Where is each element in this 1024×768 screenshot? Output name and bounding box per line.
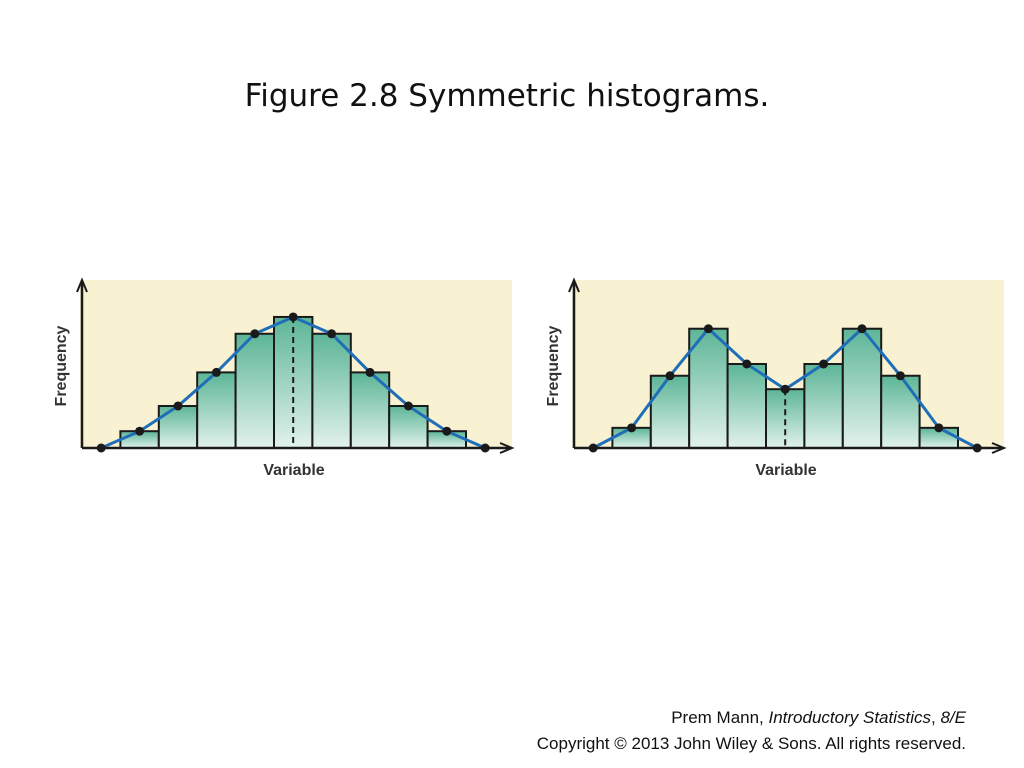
polygon-point <box>780 384 790 394</box>
polygon-point <box>742 359 752 369</box>
footer: Prem Mann, Introductory Statistics, 8/E … <box>537 705 966 757</box>
polygon-point <box>703 324 713 334</box>
polygon-point <box>819 359 829 369</box>
bar <box>803 363 844 449</box>
polygon-point <box>442 426 452 436</box>
polygon-point <box>665 371 675 381</box>
citation: Prem Mann, Introductory Statistics, 8/E <box>537 705 966 731</box>
polygon-point <box>211 367 221 377</box>
slide-title: Figure 2.8 Symmetric histograms. <box>244 78 770 114</box>
polygon-point <box>250 329 260 339</box>
y-axis-label: Frequency <box>545 325 562 406</box>
edition: 8/E <box>940 708 966 727</box>
bar <box>649 374 691 450</box>
polygon-point <box>857 324 867 334</box>
bar <box>765 388 806 450</box>
polygon-point <box>327 329 337 339</box>
bar <box>157 405 199 449</box>
bar <box>234 332 276 450</box>
polygon-point <box>135 426 145 436</box>
book: Introductory Statistics <box>768 708 932 727</box>
y-arrow <box>76 277 88 293</box>
bar <box>688 327 729 449</box>
polygon-point <box>288 312 298 322</box>
bar <box>880 374 921 450</box>
x-axis-label: Variable <box>755 462 816 479</box>
polygon-point <box>934 423 944 433</box>
y-arrow <box>568 277 580 293</box>
bar <box>841 327 883 449</box>
separator: , <box>931 708 941 727</box>
polygon-point <box>403 401 413 411</box>
polygon-point <box>365 367 375 377</box>
x-arrow <box>991 442 1007 454</box>
bar <box>726 363 767 449</box>
copyright: Copyright © 2013 John Wiley & Sons. All … <box>536 734 966 753</box>
polygon-point <box>895 371 905 381</box>
bar <box>311 332 352 450</box>
bar <box>388 405 429 449</box>
polygon-point <box>173 401 183 411</box>
polygon-point <box>627 423 637 433</box>
author: Prem Mann, <box>671 708 769 727</box>
x-arrow <box>499 442 515 454</box>
y-axis-label: Frequency <box>53 325 70 406</box>
x-axis-label: Variable <box>263 462 324 479</box>
